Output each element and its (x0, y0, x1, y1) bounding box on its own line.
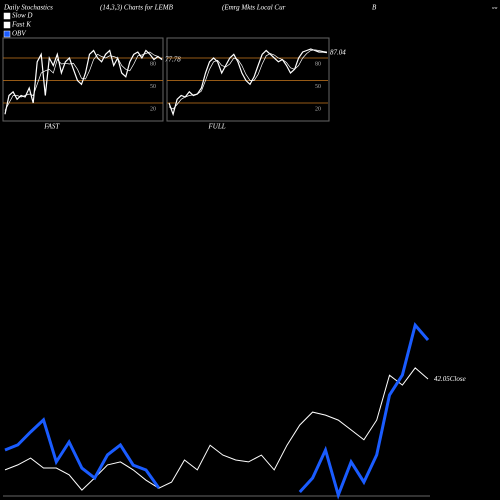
series-name: Close (450, 375, 466, 383)
fast-panel-border (2, 37, 164, 122)
subtitle: (14,3,3) Charts for LEMB (100, 4, 174, 12)
y-tick-label: 80 (150, 61, 156, 67)
title: Daily Stochastics (3, 4, 53, 12)
series-line (168, 48, 328, 117)
last-value-label: 42.05Close (434, 375, 466, 383)
series-line (4, 49, 163, 115)
corner-text: ww (492, 5, 498, 10)
last-value: 87.04 (330, 48, 346, 56)
series-line (4, 367, 429, 491)
panel-label: FAST (43, 123, 60, 131)
legend-label: Fast K (11, 21, 31, 29)
full-panel-border (166, 37, 330, 122)
last-value-label: 87.04 (330, 48, 346, 56)
legend-label: Slow D (12, 12, 32, 20)
y-tick-label: 50 (315, 84, 321, 90)
series-line (4, 51, 163, 111)
last-value-label: 77.78 (165, 55, 181, 63)
panel-label: FULL (208, 123, 226, 131)
y-tick-label: 80 (315, 61, 321, 67)
y-tick-label: 50 (150, 84, 156, 90)
last-value: 77.78 (165, 55, 181, 63)
legend-swatch (3, 21, 11, 29)
security-name: (Emrg Mkts Local Cur (222, 4, 286, 12)
legend-label: OBV (12, 30, 26, 38)
legend-swatch (3, 30, 11, 38)
last-value: 42.05 (434, 375, 450, 383)
legend-swatch (3, 12, 11, 20)
series-line (4, 321, 430, 500)
y-tick-label: 20 (315, 106, 321, 112)
y-tick-label: 20 (150, 106, 156, 112)
exchange-letter: B (372, 4, 377, 12)
series-line (168, 49, 328, 110)
